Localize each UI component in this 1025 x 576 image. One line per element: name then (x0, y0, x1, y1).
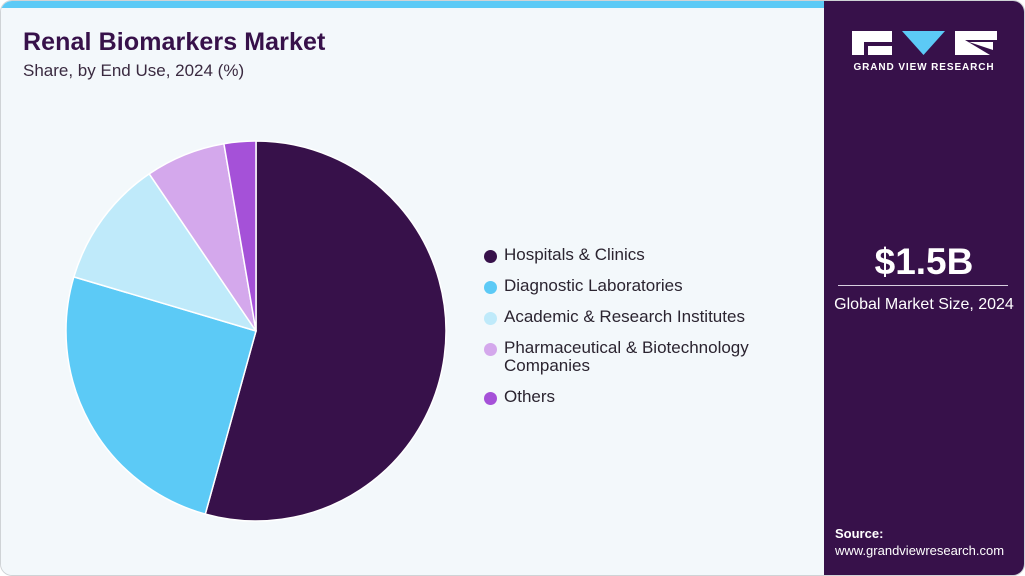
pie-slice-academic-research-institutes (73, 173, 257, 332)
legend-item-others: Others (484, 388, 784, 406)
legend-item-pharma-biotech: Pharmaceutical & Biotechnology Companies (484, 339, 784, 375)
legend-swatch-icon (484, 392, 497, 405)
chart-panel: Renal Biomarkers Market Share, by End Us… (1, 1, 824, 575)
source-link[interactable]: www.grandviewresearch.com (835, 543, 1005, 558)
legend-label: Others (504, 387, 556, 406)
pie-chart (65, 140, 447, 522)
legend-label: Hospitals & Clinics (504, 245, 645, 264)
legend-swatch-icon (484, 343, 497, 356)
brand-name: GRAND VIEW RESEARCH (853, 62, 995, 73)
legend-label: Pharmaceutical & Biotechnology Companies (504, 338, 749, 375)
source-heading: Source: (835, 526, 884, 541)
chart-title: Renal Biomarkers Market (23, 28, 326, 56)
gvr-logo-icon (852, 31, 997, 55)
legend-item-diagnostic-labs: Diagnostic Laboratories (484, 277, 784, 295)
chart-subtitle: Share, by End Use, 2024 (%) (23, 61, 245, 80)
pie-slice-hospitals-clinics (204, 140, 447, 522)
legend-label: Diagnostic Laboratories (504, 276, 683, 295)
legend-swatch-icon (484, 312, 497, 325)
legend-label: Academic & Research Institutes (504, 307, 745, 326)
legend-item-hospitals: Hospitals & Clinics (484, 246, 784, 264)
pie-slice-diagnostic-laboratories (65, 276, 257, 515)
accent-bar (1, 1, 824, 8)
sidebar: GRAND VIEW RESEARCH $1.5B Global Market … (824, 1, 1024, 575)
legend-swatch-icon (484, 250, 497, 263)
legend-swatch-icon (484, 281, 497, 294)
market-size-label: Global Market Size, 2024 (834, 296, 1014, 313)
divider (838, 285, 1008, 286)
market-size-value: $1.5B (874, 241, 974, 282)
pie-slice-others (223, 140, 257, 332)
legend-item-academic: Academic & Research Institutes (484, 308, 784, 326)
chart-legend: Hospitals & Clinics Diagnostic Laborator… (484, 246, 784, 419)
